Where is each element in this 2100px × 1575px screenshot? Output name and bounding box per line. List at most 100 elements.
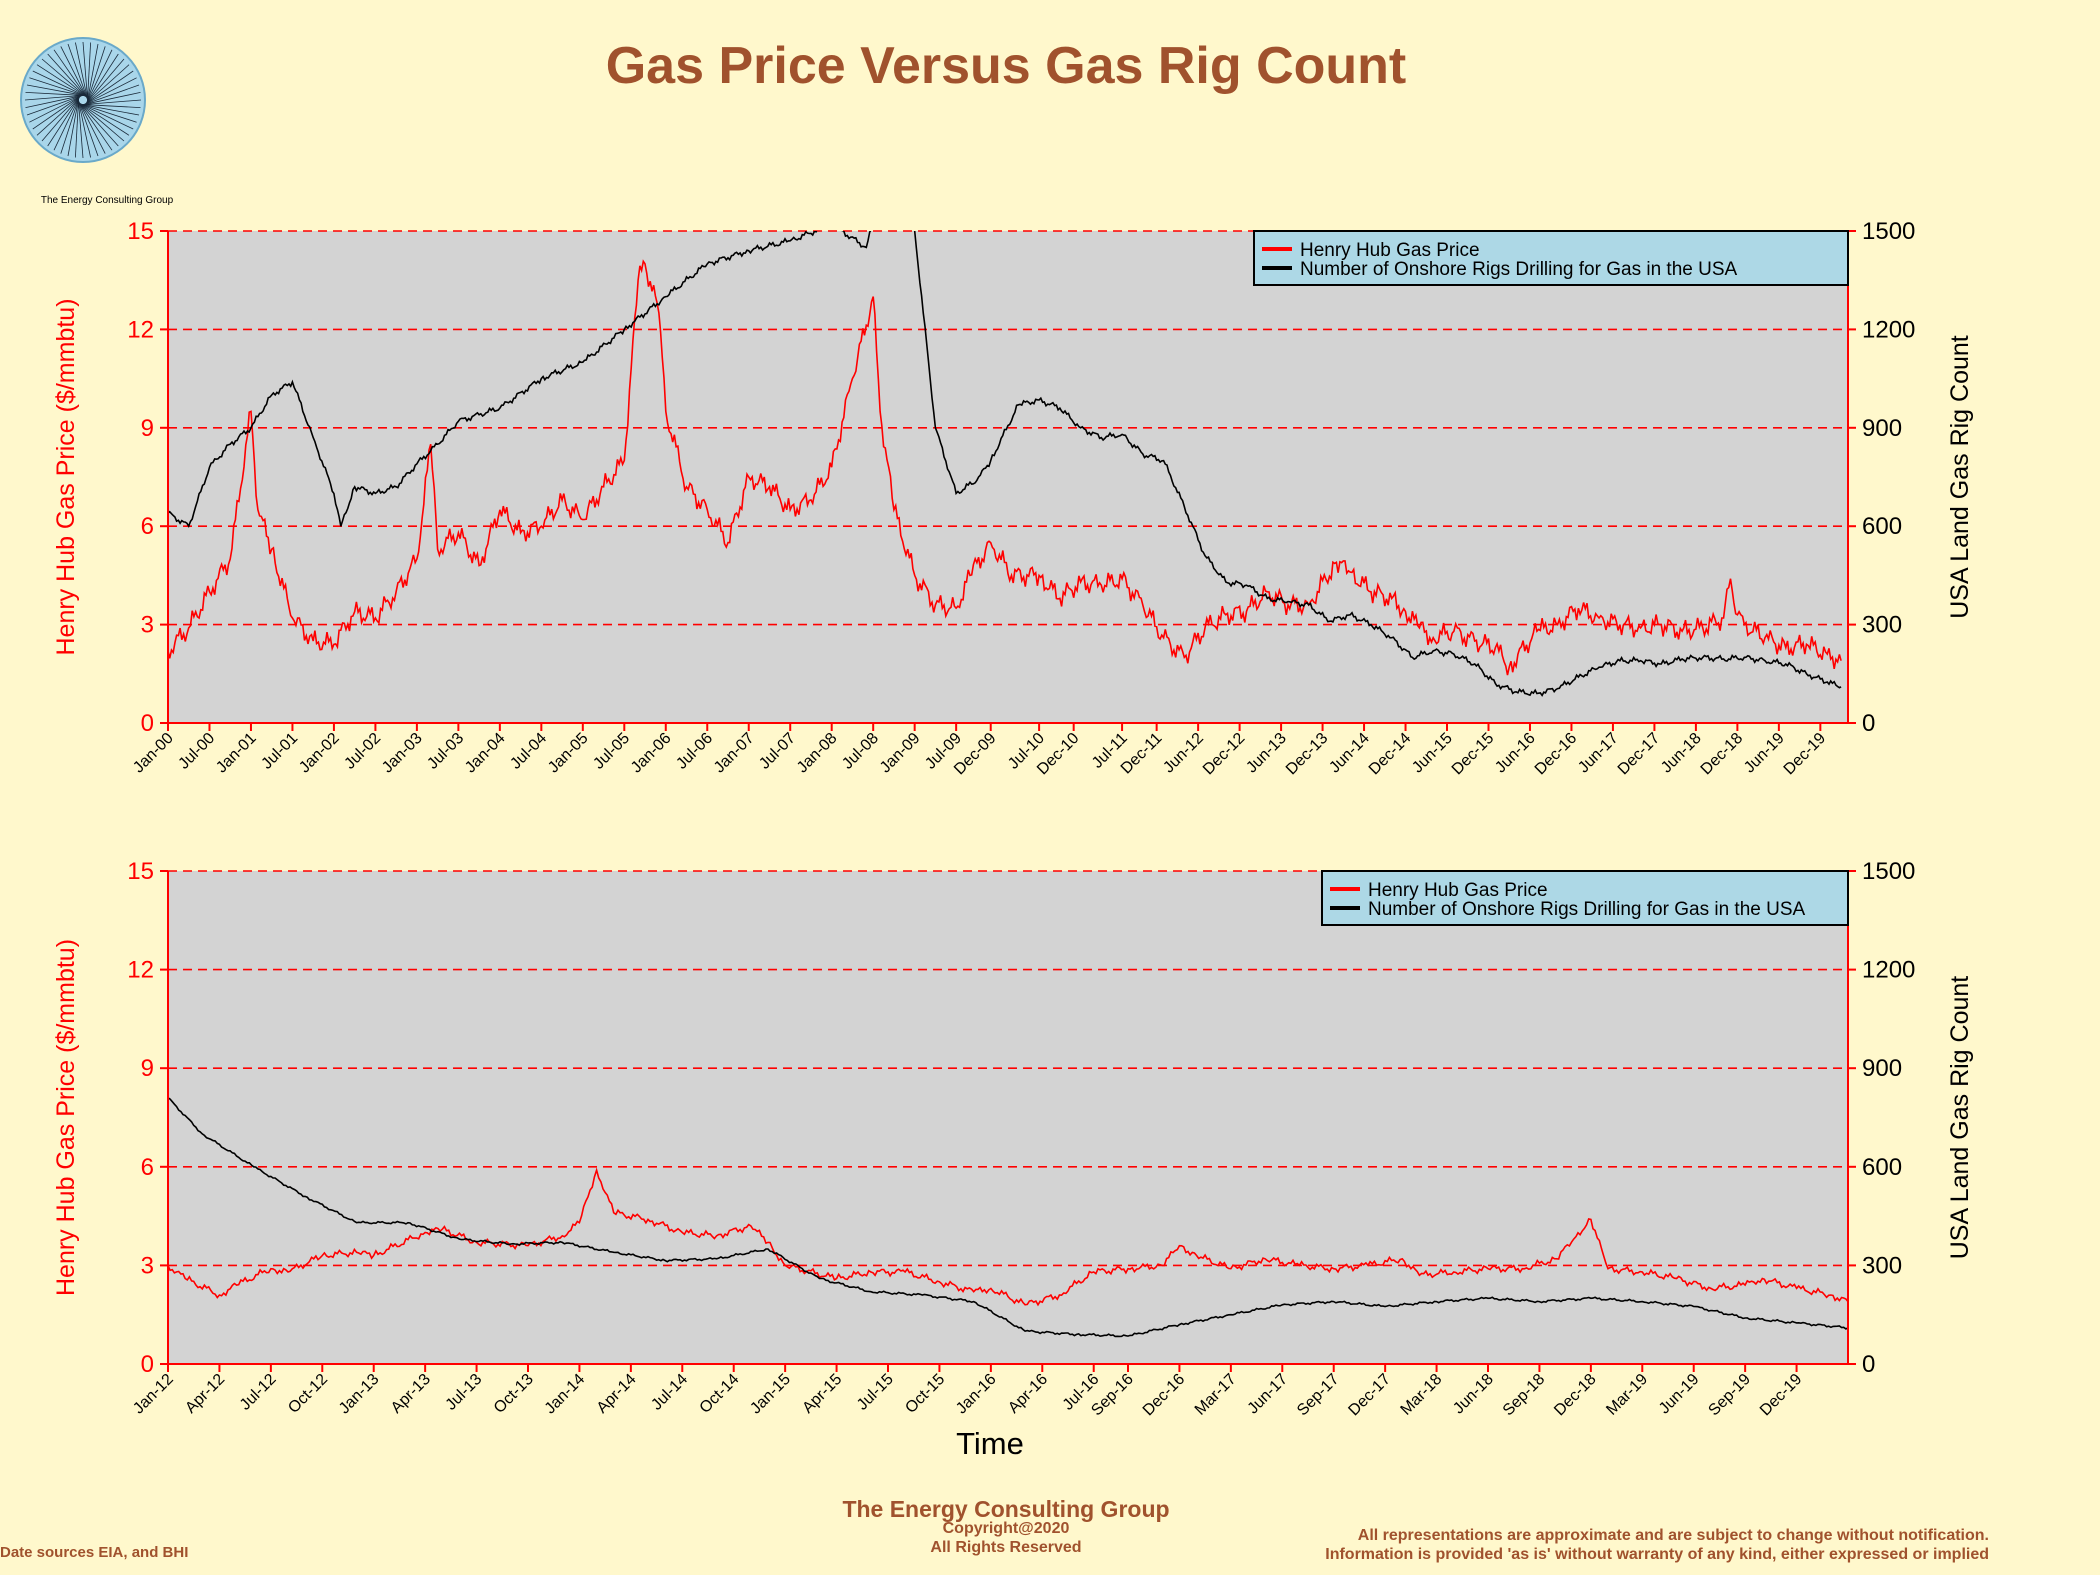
disclaimer-line-2: Information is provided 'as is' without … [1325, 1546, 1989, 1563]
logo-swirl-line [41, 58, 90, 100]
rig-series-line [168, 1097, 1848, 1338]
x-tick-label: Jun-14 [1326, 730, 1373, 777]
logo-swirl-line [76, 98, 106, 154]
logo-swirl-line [76, 100, 125, 142]
x-tick-label: Jun-19 [1741, 730, 1788, 777]
logo-swirl-line [32, 70, 89, 98]
logo-swirl-line [77, 102, 137, 123]
logo-swirl-line [85, 49, 113, 106]
x-tick-label: Jun-15 [1409, 730, 1456, 777]
x-tick-label: Dec-18 [1698, 730, 1747, 779]
logo-swirl-line [36, 93, 84, 136]
logo-swirl-line [77, 97, 99, 157]
legend-label: Henry Hub Gas Price [1300, 240, 1480, 261]
right-axis-label: USA Land Gas Rig Count [1946, 976, 1974, 1260]
x-tick-label: Dec-12 [1200, 730, 1249, 779]
logo-swirl-line [53, 94, 81, 151]
disclaimer: All representations are approximate and … [1325, 1526, 1989, 1564]
right-tick-label: 600 [1862, 513, 1902, 540]
logo-swirl-line [47, 53, 90, 101]
logo-swirl-line [83, 58, 125, 107]
x-tick-label: Dec-14 [1366, 730, 1415, 779]
x-tick-label: Jan-16 [953, 1371, 1000, 1418]
company-logo: The Energy Consulting Group [12, 22, 182, 206]
logo-swirl-line [67, 95, 80, 157]
x-tick-label: Jan-02 [296, 730, 343, 777]
logo-swirl-line [86, 42, 91, 105]
x-tick-label: Oct-12 [285, 1371, 331, 1417]
logo-swirl-line [77, 102, 134, 130]
x-tick-label: Jul-03 [424, 730, 467, 773]
logo-swirl-line [85, 46, 106, 106]
rights-line: All Rights Reserved [930, 1539, 1082, 1556]
x-tick-label: Jul-14 [648, 1371, 691, 1414]
right-tick-label: 900 [1862, 1055, 1902, 1082]
data-sources: Date sources EIA, and BHI [0, 1544, 189, 1561]
logo-swirl-line [82, 41, 89, 104]
logo-swirl-line [78, 103, 140, 116]
footer-company: The Energy Consulting Group [842, 1496, 1170, 1522]
x-tick-label: Jan-03 [379, 730, 426, 777]
chart-title: Gas Price Versus Gas Rig Count [605, 37, 1407, 95]
x-tick-label: Dec-19 [1757, 1371, 1806, 1420]
x-tick-label: Jun-18 [1658, 730, 1705, 777]
x-tick-label: Oct-13 [491, 1371, 537, 1417]
legend-box [1253, 230, 1849, 286]
x-tick-label: Jun-16 [1492, 730, 1539, 777]
logo-swirl-line [78, 103, 141, 108]
left-tick-label: 9 [141, 415, 154, 442]
x-tick-label: Dec-16 [1140, 1371, 1189, 1420]
x-tick-label: Dec-15 [1449, 730, 1498, 779]
x-tick-label: Apr-15 [799, 1371, 845, 1417]
x-tick-label: Mar-17 [1192, 1371, 1240, 1419]
logo-swirl-line [84, 53, 119, 107]
right-tick-label: 1200 [1862, 316, 1915, 343]
logo-swirl-line [29, 93, 85, 123]
price-series-line [168, 259, 1842, 676]
x-tick-label: Apr-14 [594, 1371, 640, 1417]
x-tick-label: Dec-17 [1345, 1371, 1394, 1420]
x-tick-label: Jul-06 [673, 730, 716, 773]
left-tick-label: 12 [127, 316, 154, 343]
left-tick-label: 15 [127, 218, 154, 245]
left-tick-label: 12 [127, 957, 154, 984]
x-tick-label: Jul-02 [341, 730, 384, 773]
right-tick-label: 1200 [1862, 957, 1915, 984]
left-axis-label: Henry Hub Gas Price ($/mmbtu) [52, 298, 80, 655]
x-tick-label: Apr-13 [388, 1371, 434, 1417]
right-tick-label: 300 [1862, 1252, 1902, 1279]
x-tick-label: Dec-13 [1283, 730, 1332, 779]
x-tick-label: Jul-00 [175, 730, 218, 773]
x-tick-label: Jan-08 [794, 730, 841, 777]
x-tick-label: Jul-04 [507, 730, 550, 773]
right-tick-label: 1500 [1862, 858, 1915, 885]
left-tick-label: 3 [141, 1252, 154, 1279]
x-tick-label: Mar-18 [1398, 1371, 1446, 1419]
x-tick-label: Mar-19 [1603, 1371, 1651, 1419]
logo-swirl-line [26, 94, 86, 116]
logo-swirl-line [25, 92, 88, 97]
right-tick-label: 0 [1862, 1351, 1875, 1378]
logo-swirl-line [67, 43, 89, 103]
right-tick-label: 0 [1862, 710, 1875, 737]
logo-swirl-line [75, 42, 89, 103]
left-tick-label: 15 [127, 858, 154, 885]
left-tick-label: 6 [141, 1154, 154, 1181]
left-tick-label: 9 [141, 1055, 154, 1082]
left-tick-label: 3 [141, 612, 154, 639]
right-tick-label: 600 [1862, 1154, 1902, 1181]
left-axis-label: Henry Hub Gas Price ($/mmbtu) [52, 939, 80, 1296]
logo-swirl-line [79, 99, 142, 106]
rig-series-line [168, 231, 1842, 697]
right-axis-label: USA Land Gas Rig Count [1946, 335, 1974, 619]
right-tick-label: 300 [1862, 612, 1902, 639]
logo-swirl-line [60, 94, 81, 154]
x-tick-label: Jun-17 [1575, 730, 1622, 777]
x-tick-label: Sep-18 [1500, 1371, 1549, 1420]
price-series-line [168, 1167, 1848, 1307]
x-tick-label: Dec-18 [1551, 1371, 1600, 1420]
x-tick-label: Jan-15 [747, 1371, 794, 1418]
logo-swirl-line [80, 84, 140, 106]
x-tick-label: Apr-12 [182, 1371, 228, 1417]
